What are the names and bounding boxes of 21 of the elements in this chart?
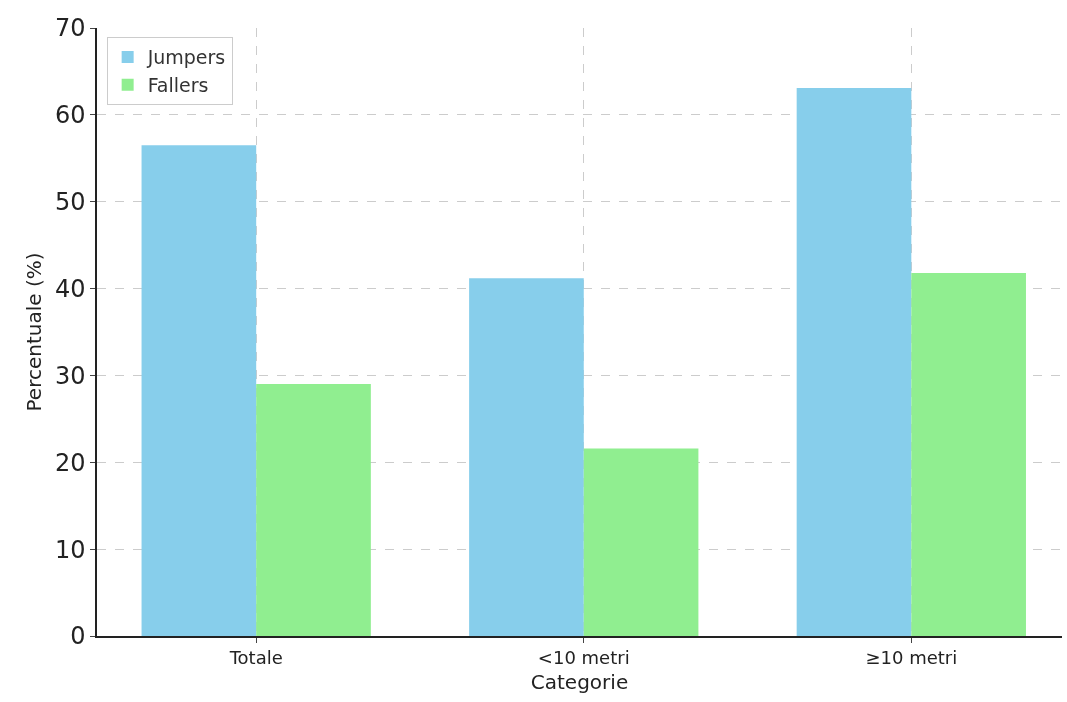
legend-label: Fallers <box>147 74 209 97</box>
x-tick-label: Totale <box>228 647 283 669</box>
y-tick-label: 0 <box>70 622 86 651</box>
y-tick-label: 30 <box>54 361 86 390</box>
bar <box>911 272 1026 636</box>
legend-label: Jumpers <box>146 46 226 69</box>
bar <box>583 448 699 636</box>
y-tick-label: 20 <box>54 448 86 477</box>
bar <box>469 278 584 636</box>
y-tick-label: 60 <box>54 101 86 130</box>
y-axis-title: Percentuale (%) <box>21 252 46 412</box>
x-tick-label: <10 metri <box>537 647 630 669</box>
bar <box>256 384 371 636</box>
x-tick-label: ≥10 metri <box>865 647 958 669</box>
bar <box>796 87 912 636</box>
y-tick-label: 40 <box>54 274 86 303</box>
bar <box>141 145 257 636</box>
y-tick-label: 70 <box>54 14 86 43</box>
y-tick-label: 50 <box>54 188 86 217</box>
y-tick-label: 10 <box>54 535 86 564</box>
x-axis-title: Categorie <box>530 670 629 695</box>
